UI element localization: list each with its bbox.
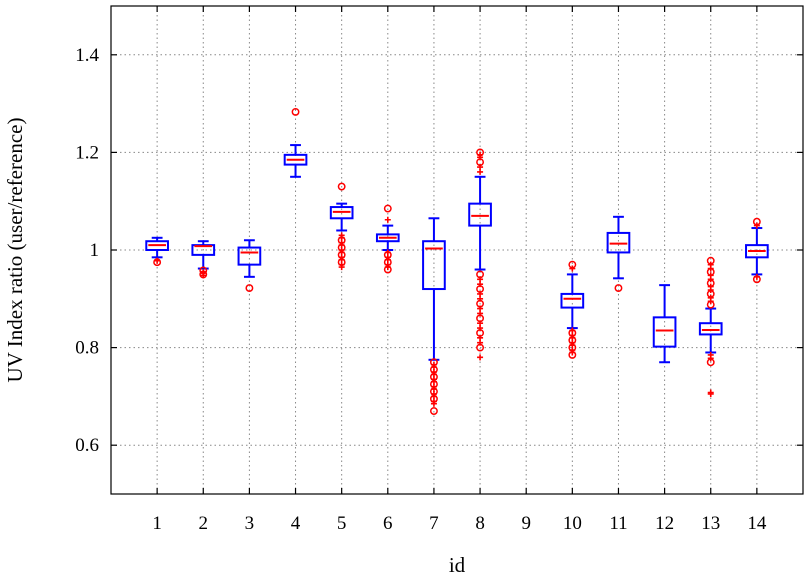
x-tick-label: 9 (521, 513, 531, 534)
outlier-point (477, 354, 484, 361)
y-axis-label: UV Index ratio (user/reference) (3, 118, 27, 383)
outlier-point (706, 358, 715, 367)
x-tick-label: 4 (291, 513, 301, 534)
box-iqr (237, 246, 262, 266)
box-iqr (422, 240, 446, 291)
y-tick-label: 0.8 (75, 338, 99, 359)
box-iqr (468, 202, 492, 227)
outlier-point (569, 265, 576, 272)
x-tick-label: 11 (609, 513, 627, 534)
box-iqr (745, 244, 769, 259)
outlier-point (383, 204, 392, 213)
outlier-point (752, 275, 761, 284)
outlier-point (476, 343, 485, 352)
y-tick-label: 1.2 (75, 142, 99, 163)
outlier-point (477, 168, 484, 175)
outlier-point (245, 284, 254, 293)
outlier-point (383, 265, 392, 274)
x-tick-label: 12 (655, 513, 674, 534)
box-12 (652, 284, 677, 364)
box-iqr (606, 231, 631, 254)
box-4 (283, 107, 308, 178)
outlier-point (707, 390, 714, 397)
outlier-point (614, 284, 623, 293)
x-axis-label: id (449, 553, 466, 577)
x-tick-label: 6 (383, 513, 393, 534)
x-tick-label: 10 (563, 513, 582, 534)
x-tick-label: 8 (475, 513, 485, 534)
box-7 (422, 217, 446, 415)
outlier-point (568, 350, 577, 359)
outlier-point (337, 182, 346, 191)
outlier-point (200, 272, 207, 279)
box-13 (698, 256, 723, 397)
x-tick-label: 14 (747, 513, 767, 534)
outlier-point (429, 407, 438, 415)
outlier-point (384, 216, 391, 223)
box-1 (145, 236, 169, 267)
box-11 (606, 215, 631, 293)
box-8 (468, 148, 492, 361)
outlier-point (338, 264, 345, 271)
outlier-point (291, 107, 300, 116)
box-6 (375, 204, 400, 274)
box-iqr (560, 292, 585, 309)
x-tick-label: 5 (337, 513, 347, 534)
box-14 (745, 217, 769, 284)
box-5 (329, 182, 354, 271)
x-tick-label: 1 (152, 513, 162, 534)
box-2 (191, 240, 216, 279)
outlier-point (753, 222, 760, 229)
axes: 0.60.811.21.41 2 3 4 5 6 7 8 9 10 11 12 13 14 (75, 6, 803, 534)
x-tick-label: 3 (245, 513, 255, 534)
x-tick-label: 2 (199, 513, 209, 534)
box-iqr (145, 240, 169, 252)
box-iqr (283, 153, 308, 166)
box-iqr (698, 322, 723, 336)
boxes (145, 107, 769, 415)
x-tick-label: 13 (701, 513, 720, 534)
outlier-point (706, 300, 715, 309)
y-tick-label: 0.6 (75, 435, 99, 456)
x-tick-label: 7 (429, 513, 439, 534)
box-iqr (329, 206, 354, 220)
box-iqr (652, 316, 677, 348)
box-iqr (375, 233, 400, 243)
outlier-point (430, 400, 437, 407)
box-10 (560, 260, 585, 359)
outlier-point (154, 257, 161, 264)
box-3 (237, 239, 262, 293)
y-tick-label: 1.4 (75, 45, 99, 66)
y-tick-label: 1 (90, 240, 100, 261)
